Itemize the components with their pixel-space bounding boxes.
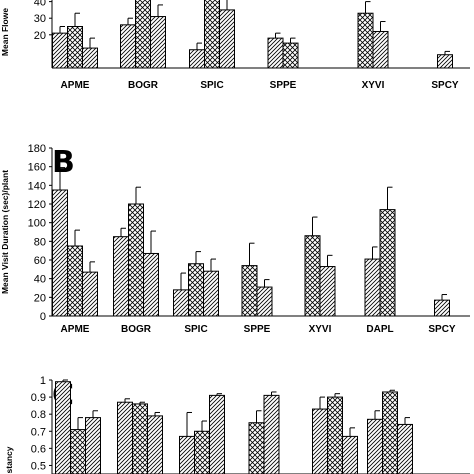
category-label: SPPE — [270, 80, 297, 91]
bar-s1-g0 — [67, 245, 83, 317]
bar-s1-g0 — [70, 429, 86, 474]
bar-s0-g2 — [189, 49, 205, 69]
bar-s0-g0 — [52, 189, 68, 317]
panel-label-b: B — [52, 145, 75, 180]
bar-s0-g2 — [179, 435, 195, 474]
bar-s2-g2 — [203, 270, 219, 317]
y-tick-label: 0.9 — [31, 392, 46, 404]
bar-s2-g2 — [209, 394, 225, 474]
bar-s0-g1 — [113, 236, 129, 317]
y-tick-label: 140 — [28, 180, 46, 192]
category-label: APME — [61, 80, 90, 91]
y-axis-label: Mean Visit Duration (sec)/plant — [0, 170, 10, 294]
bar-s2-g1 — [150, 16, 166, 69]
bar-s1-g0 — [67, 26, 83, 69]
bar-s0-g1 — [117, 401, 133, 474]
y-tick-label: 0 — [40, 311, 46, 323]
bar-s1-g1 — [135, 0, 151, 69]
bar-s0-g5 — [437, 54, 453, 69]
y-tick-label: 0.8 — [31, 409, 46, 421]
bar-s2-g0 — [85, 417, 101, 474]
y-tick-label: 20 — [34, 30, 46, 42]
y-tick-label: 100 — [28, 218, 46, 230]
category-label: SPCY — [431, 80, 459, 91]
y-tick-label: 40 — [34, 274, 46, 286]
bar-s1-g3 — [282, 42, 299, 69]
y-tick-label: 120 — [28, 199, 46, 211]
bar-s0-g3 — [267, 37, 284, 69]
y-tick-label: 60 — [34, 255, 46, 267]
category-label: SPPE — [244, 324, 271, 335]
bar-s2-g0 — [82, 47, 98, 69]
bar-s1-g3 — [248, 422, 265, 474]
bar-s0-g0 — [55, 381, 71, 474]
bar-s1-g4 — [327, 396, 343, 474]
category-label: DAPL — [366, 324, 393, 335]
y-tick-label: 0.7 — [31, 426, 46, 438]
y-tick-label: 0.6 — [31, 443, 46, 455]
y-tick-label: 160 — [28, 162, 46, 174]
bar-s1-g2 — [188, 263, 204, 317]
bar-s2-g4 — [342, 435, 358, 474]
category-label: BOGR — [128, 80, 159, 91]
y-tick-label: 80 — [34, 236, 46, 248]
bar-s1-g1 — [128, 203, 144, 317]
bar-s2-g4 — [372, 30, 389, 69]
y-tick-label: 30 — [34, 13, 46, 25]
bar-s0-g2 — [173, 289, 189, 317]
category-label: SPIC — [200, 80, 223, 91]
bar-s1-g3 — [241, 265, 258, 317]
category-label: XYVI — [362, 80, 385, 91]
y-axis-label: Mean Flowe — [0, 8, 10, 56]
y-tick-label: 20 — [34, 292, 46, 304]
bar-s0-g5 — [367, 418, 383, 474]
bar-s2-g5 — [397, 423, 413, 474]
bar-s0-g4 — [312, 408, 328, 474]
y-tick-label: 180 — [28, 143, 46, 155]
bar-s2-g2 — [219, 9, 235, 69]
y-tick-label: 40 — [34, 0, 46, 9]
bar-s1-g2 — [194, 430, 210, 474]
bar-s0-g5 — [364, 258, 381, 317]
bar-s2-g1 — [147, 415, 163, 474]
y-axis-label: stancy — [4, 446, 14, 473]
bar-s1-g1 — [132, 403, 148, 474]
category-label: BOGR — [121, 324, 152, 335]
y-tick-label: 1 — [40, 375, 46, 387]
bar-s2-g0 — [82, 271, 98, 317]
bar-s1-g2 — [204, 0, 220, 69]
bar-s1-g5 — [379, 209, 396, 317]
category-label: XYVI — [309, 324, 332, 335]
bar-s2-g3 — [256, 286, 273, 317]
bar-s1-g4 — [304, 235, 321, 317]
bar-s2-g3 — [263, 394, 280, 474]
category-label: APME — [61, 324, 90, 335]
y-tick-label: 0.5 — [31, 460, 46, 472]
bar-s0-g1 — [120, 24, 136, 69]
bar-s0-g6 — [434, 299, 450, 317]
bar-s1-g4 — [357, 12, 374, 69]
bar-s2-g4 — [319, 266, 336, 317]
bar-s0-g0 — [52, 32, 68, 69]
bar-s1-g5 — [382, 391, 398, 474]
category-label: SPIC — [184, 324, 207, 335]
category-label: SPCY — [428, 324, 456, 335]
bar-s2-g1 — [143, 252, 159, 317]
